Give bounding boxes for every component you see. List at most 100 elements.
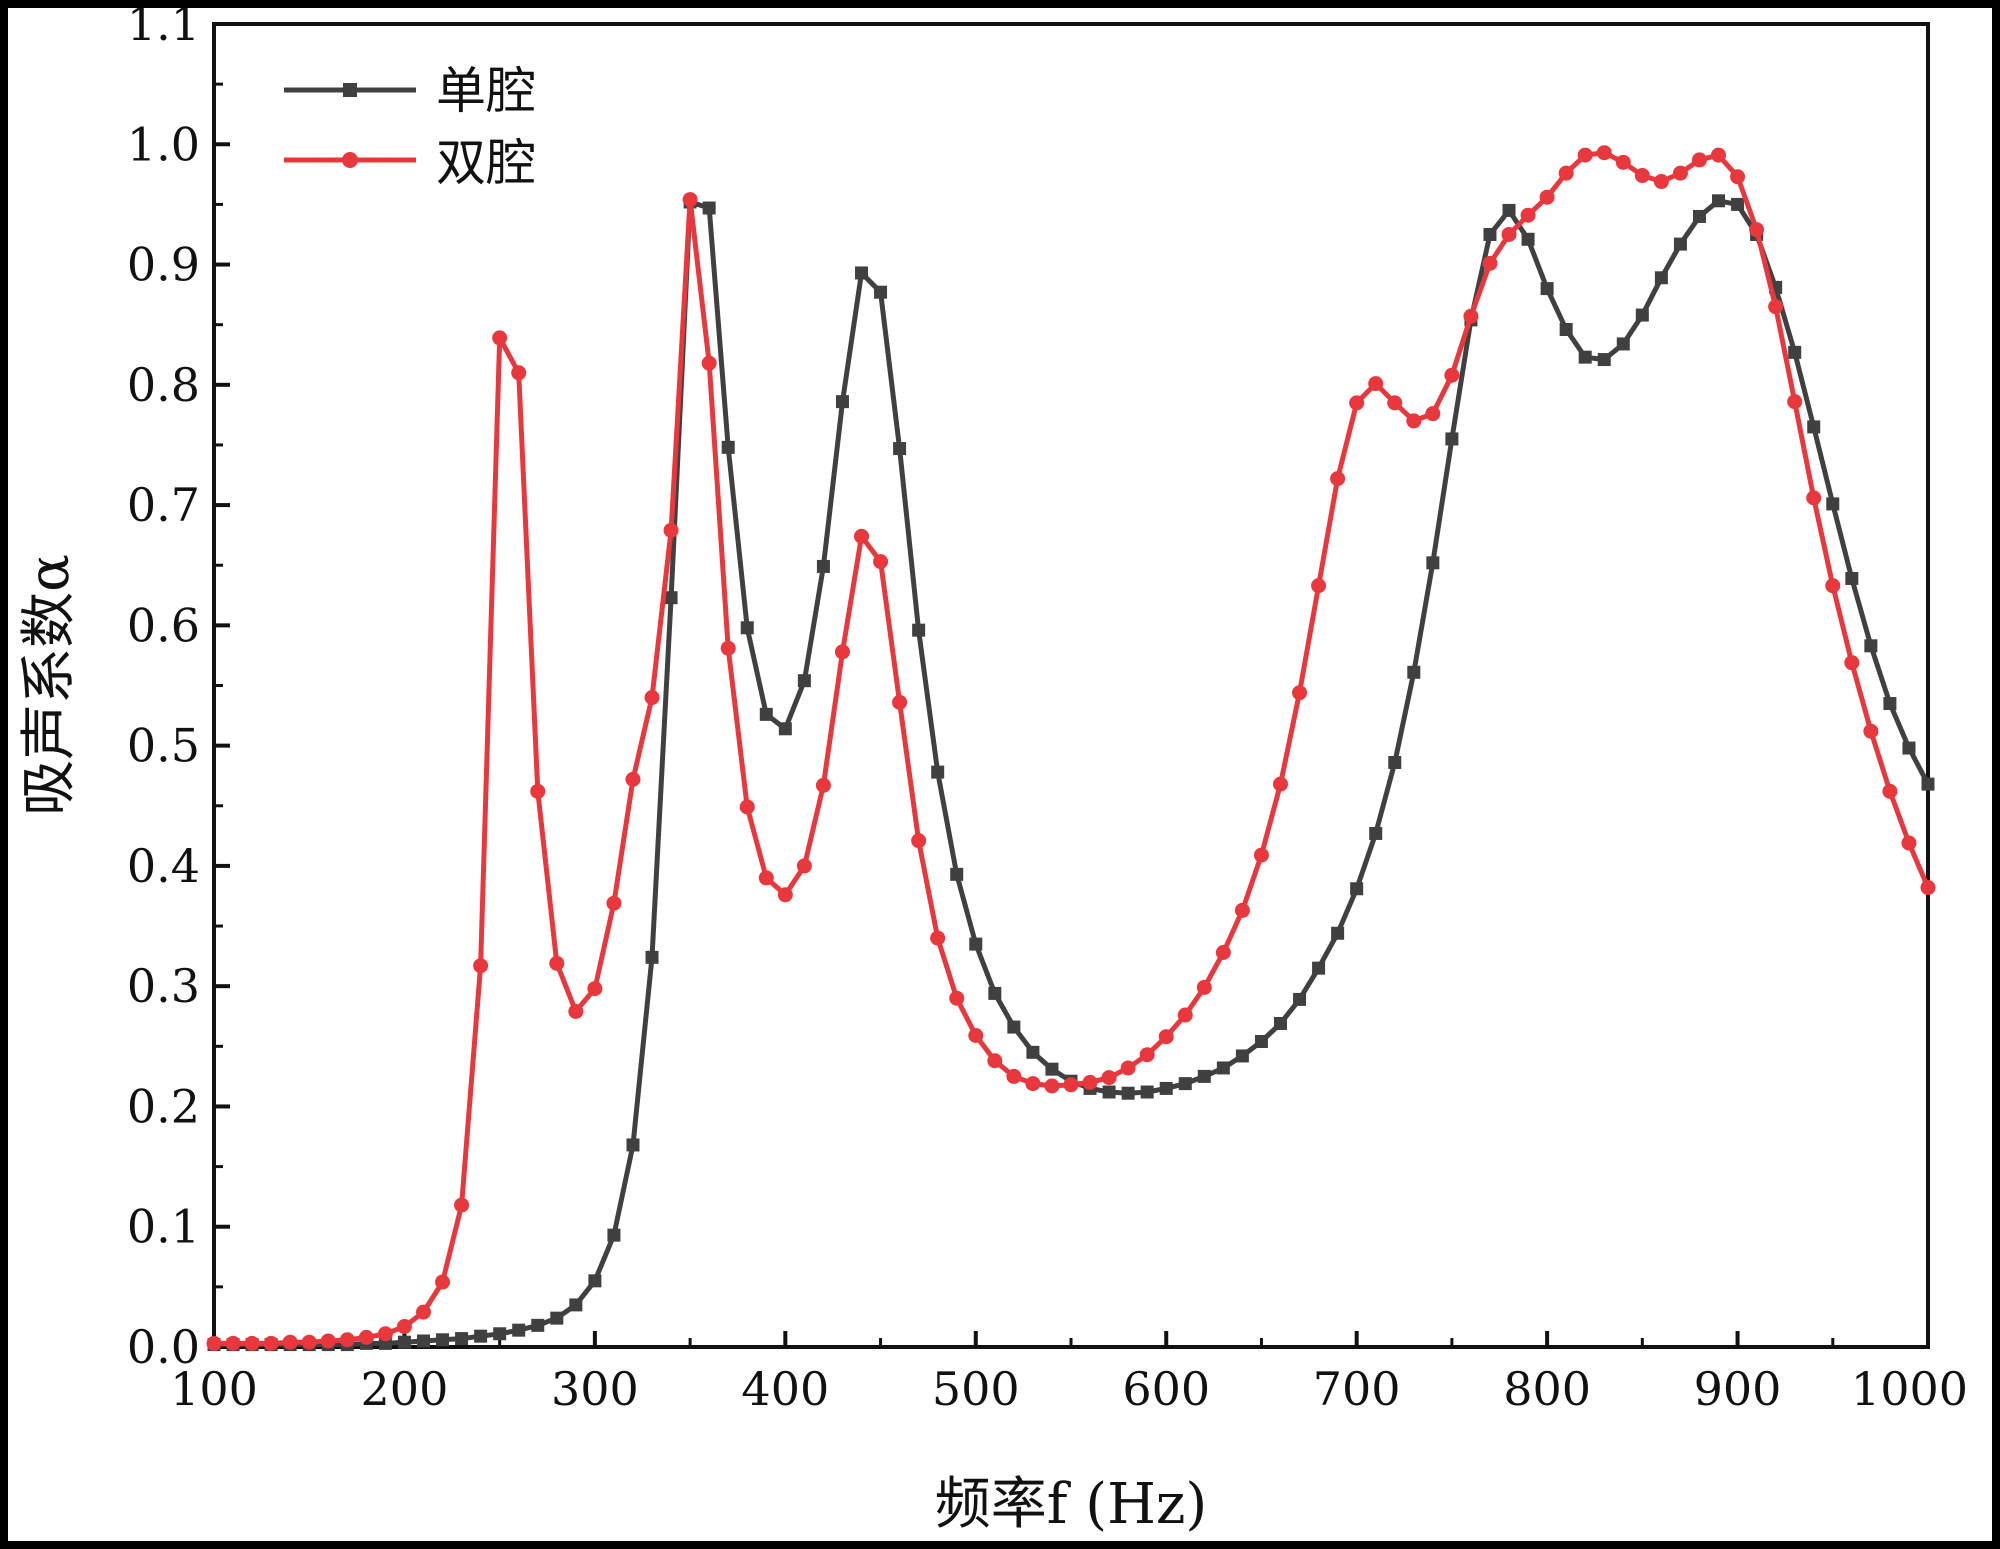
y-tick-label: 0.5	[127, 719, 200, 773]
data-point	[415, 1304, 431, 1320]
data-point	[1921, 777, 1935, 791]
x-tick-label: 600	[1122, 1362, 1210, 1416]
x-tick-label: 800	[1503, 1362, 1591, 1416]
data-point	[1273, 1016, 1287, 1030]
data-point	[1902, 741, 1916, 755]
data-point	[1102, 1085, 1116, 1099]
data-point	[244, 1335, 260, 1351]
data-point	[474, 1329, 488, 1343]
data-point	[1882, 783, 1898, 799]
data-point	[835, 395, 849, 409]
data-point	[1445, 432, 1459, 446]
data-point	[320, 1333, 336, 1349]
data-point	[530, 783, 546, 799]
data-point	[1634, 168, 1650, 184]
data-point	[569, 1298, 583, 1312]
data-point	[1331, 926, 1345, 940]
data-point	[1578, 350, 1592, 364]
data-point	[701, 355, 717, 371]
data-point	[1350, 882, 1364, 896]
data-point	[969, 937, 983, 951]
data-point	[1845, 571, 1859, 585]
data-point	[759, 707, 773, 721]
data-point	[1826, 497, 1840, 511]
data-point	[892, 694, 908, 710]
data-point	[1159, 1081, 1173, 1095]
data-point	[949, 990, 965, 1006]
data-point	[1177, 1007, 1193, 1023]
legend-label-single: 单腔	[436, 62, 536, 120]
x-axis-title: 频率f (Hz)	[935, 1472, 1208, 1537]
data-point	[1502, 203, 1516, 217]
data-point	[512, 1323, 526, 1337]
data-point	[1253, 847, 1269, 863]
x-tick-label: 200	[361, 1362, 449, 1416]
data-point	[625, 771, 641, 787]
data-point	[1691, 152, 1707, 168]
data-point	[1063, 1077, 1079, 1093]
y-tick-label: 0.2	[127, 1079, 200, 1133]
data-point	[1653, 174, 1669, 190]
x-tick-label: 900	[1694, 1362, 1782, 1416]
data-point	[912, 623, 926, 637]
data-point	[282, 1334, 298, 1350]
data-point	[549, 955, 565, 971]
data-point	[1254, 1035, 1268, 1049]
data-point	[1120, 1060, 1136, 1076]
x-axis-ticks: 100 200 300 400 500 600 700 800 900 1000	[170, 1331, 1968, 1416]
data-point	[588, 1274, 602, 1288]
data-point	[1825, 578, 1841, 594]
x-tick-label: 1000	[1851, 1362, 1968, 1416]
data-point	[1731, 197, 1745, 211]
data-point	[263, 1335, 279, 1351]
data-point	[1121, 1086, 1135, 1100]
data-point	[1844, 655, 1860, 671]
data-point	[721, 440, 735, 454]
data-point	[1101, 1070, 1117, 1086]
series-layer	[206, 145, 1936, 1352]
legend: 单腔 双腔	[284, 62, 536, 192]
data-point	[1082, 1074, 1098, 1090]
data-point	[1920, 880, 1936, 896]
data-point	[1425, 406, 1441, 422]
data-point	[1368, 376, 1384, 392]
data-point	[1407, 665, 1421, 679]
data-point	[1158, 1029, 1174, 1045]
data-point	[815, 777, 831, 793]
data-point	[1673, 237, 1687, 251]
data-point	[1501, 226, 1517, 242]
data-point	[930, 930, 946, 946]
data-point	[796, 858, 812, 874]
data-point	[1234, 902, 1250, 918]
data-point	[1216, 1061, 1230, 1075]
data-point	[1406, 413, 1422, 429]
data-point	[339, 1332, 355, 1348]
data-point	[720, 640, 736, 656]
data-point	[1196, 979, 1212, 995]
data-point	[1292, 685, 1308, 701]
data-point	[758, 870, 774, 886]
data-point	[1521, 232, 1535, 246]
data-point	[455, 1332, 469, 1346]
data-point	[987, 1053, 1003, 1069]
data-point	[1788, 345, 1802, 359]
y-axis-ticks: 0.0 0.1 0.2 0.3 0.4 0.5 0.6 0.7 0.8 0.9 1.0 1.1	[127, 8, 230, 1374]
data-point	[568, 1003, 584, 1019]
legend-marker-single	[343, 83, 357, 97]
data-point	[1540, 282, 1554, 296]
data-point	[416, 1334, 430, 1348]
data-point	[493, 1327, 507, 1341]
data-point	[1139, 1047, 1155, 1063]
data-point	[1577, 147, 1593, 163]
data-point	[511, 365, 527, 381]
data-point	[1806, 490, 1822, 506]
data-point	[358, 1329, 374, 1345]
data-point	[1330, 471, 1346, 487]
legend-label-double: 双腔	[436, 134, 536, 192]
data-point	[436, 1333, 450, 1347]
data-point	[682, 192, 698, 208]
data-point	[931, 765, 945, 779]
data-point	[1768, 299, 1784, 315]
data-point	[777, 887, 793, 903]
data-point	[1597, 353, 1611, 367]
